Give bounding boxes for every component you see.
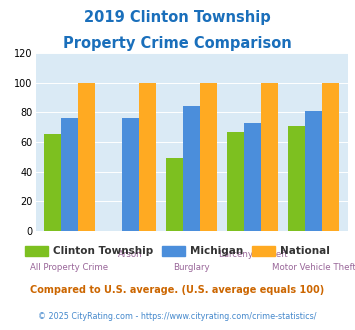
Bar [227,132,244,231]
Bar [244,123,261,231]
Text: Arson: Arson [118,250,143,259]
Bar [183,106,200,231]
Text: All Property Crime: All Property Crime [31,263,109,272]
Bar [289,126,305,231]
Bar [305,111,322,231]
Bar [166,158,183,231]
Bar [61,118,78,231]
Bar [44,135,61,231]
Text: Property Crime Comparison: Property Crime Comparison [63,36,292,51]
Text: 2019 Clinton Township: 2019 Clinton Township [84,10,271,25]
Text: Burglary: Burglary [173,263,210,272]
Bar [261,82,278,231]
Bar [200,82,217,231]
Bar [322,82,339,231]
Text: Motor Vehicle Theft: Motor Vehicle Theft [272,263,355,272]
Bar [78,82,95,231]
Text: Compared to U.S. average. (U.S. average equals 100): Compared to U.S. average. (U.S. average … [31,285,324,295]
Bar [122,118,139,231]
Bar [139,82,156,231]
Text: © 2025 CityRating.com - https://www.cityrating.com/crime-statistics/: © 2025 CityRating.com - https://www.city… [38,312,317,321]
Legend: Clinton Township, Michigan, National: Clinton Township, Michigan, National [21,242,334,260]
Text: Larceny & Theft: Larceny & Theft [219,250,287,259]
